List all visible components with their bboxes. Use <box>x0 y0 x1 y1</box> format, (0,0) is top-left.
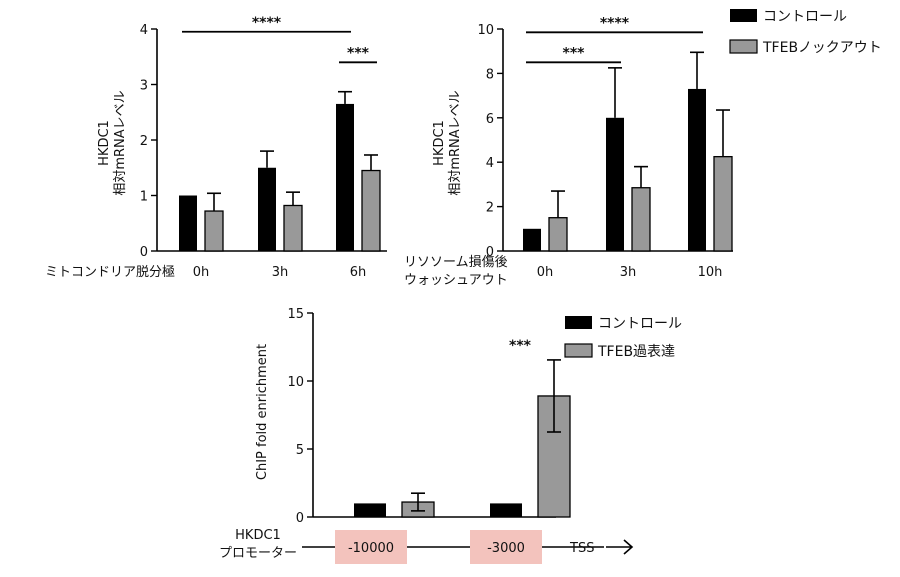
chartB-xlabel-line2: ウォッシュアウト <box>404 273 508 288</box>
chartB-y-tick-label: 0 <box>486 245 494 260</box>
region-label-3000: -3000 <box>487 541 525 556</box>
chart-chip-enrichment: 0 5 10 15 *** ChIP fold enrichment -10000 -… <box>219 307 634 564</box>
chartB-bars <box>523 51 733 252</box>
legend-top-swatch-control <box>730 9 757 22</box>
chartA-bar-s0-c0 <box>179 195 197 251</box>
chartA-x-axis: 0h 3h 6h <box>157 250 387 280</box>
chartA-sig-label: *** <box>347 45 370 61</box>
tss-arrow-icon <box>606 539 634 555</box>
chartB-sig-label: **** <box>600 15 630 31</box>
chartA-bar-s0-c1 <box>258 167 276 251</box>
chartB-bar-s1-c1 <box>631 187 651 252</box>
chartB-bar-s1-c0 <box>548 217 568 252</box>
tss-label: TSS <box>569 541 594 556</box>
chartB-x-tick-label: 0h <box>537 265 554 280</box>
chartB-x-axis: 0h 3h 10h <box>503 250 733 280</box>
chartB-x-tick-label: 10h <box>698 265 723 280</box>
chartA-bar-s1-c0 <box>204 210 224 252</box>
chartA-y-tick-label: 1 <box>140 190 148 205</box>
chartA-xlabel: ミトコンドリア脱分極 <box>45 264 175 280</box>
chartB-significance: ******* <box>526 15 703 64</box>
chartA-ylabel-line1: HKDC1 <box>97 120 112 166</box>
chartA-ylabel-line2: 相対mRNAレベル <box>113 90 128 195</box>
chartB-ylabel-line2: 相対mRNAレベル <box>448 90 463 195</box>
chartA-sig-label: **** <box>252 15 282 31</box>
promoter-label-line1: HKDC1 <box>235 528 281 543</box>
chartA-bars <box>179 90 381 252</box>
chartA-y-tick-label: 3 <box>140 79 148 94</box>
chartB-x-tick-label: 3h <box>620 265 637 280</box>
legend-bottom-label-treated: TFEB過表達 <box>597 344 675 360</box>
chartC-y-tick-label: 5 <box>296 443 304 458</box>
chartB-y-axis: 0 2 4 6 8 10 <box>477 23 504 260</box>
chartA-x-tick-label: 6h <box>350 265 367 280</box>
chartB-ylabel-line1: HKDC1 <box>432 120 447 166</box>
chartA-bar-s1-c1 <box>283 204 303 252</box>
chartB-y-tick-label: 2 <box>486 201 494 216</box>
chartC-y-tick-label: 0 <box>296 511 304 526</box>
chartA-y-tick-label: 2 <box>140 134 148 149</box>
region-label-10000: -10000 <box>348 541 394 556</box>
chartB-bar-s1-c2 <box>713 155 733 252</box>
chartC-bar-s0-c0 <box>354 503 386 517</box>
region-box-3000 <box>470 530 542 564</box>
legend-bottom: コントロール TFEB過表達 <box>564 316 682 360</box>
chartA-significance: ******* <box>182 15 377 64</box>
chartA-bar-s1-c2 <box>361 169 381 252</box>
chartB-sig-label: *** <box>563 45 586 61</box>
chartB-bar-s0-c1 <box>606 117 624 251</box>
chartA-y-tick-label: 0 <box>140 245 148 260</box>
chartB-y-tick-label: 10 <box>477 23 494 38</box>
chartA-y-axis: 0 1 2 3 4 <box>140 23 158 260</box>
legend-top-label-treated: TFEBノックアウト <box>762 40 882 56</box>
chartB-bar-s0-c2 <box>688 88 706 251</box>
chartC-y-tick-label: 10 <box>287 375 304 390</box>
chartB-y-tick-label: 6 <box>486 112 494 127</box>
chartC-bar-s0-c1 <box>490 503 522 517</box>
chartA-x-tick-label: 0h <box>193 265 210 280</box>
chartC-bars <box>354 359 571 518</box>
chartC-ylabel: ChIP fold enrichment <box>255 344 270 480</box>
chartC-sig-label: *** <box>509 338 532 354</box>
chartB-y-tick-label: 4 <box>486 156 494 171</box>
chartC-y-tick-label: 15 <box>287 307 304 322</box>
legend-bottom-label-control: コントロール <box>598 316 682 332</box>
chartC-significance: *** <box>509 338 532 354</box>
chartA-x-tick-label: 3h <box>272 265 289 280</box>
legend-top: コントロール TFEBノックアウト <box>729 9 882 56</box>
legend-bottom-swatch-control <box>565 316 592 329</box>
promoter-track: -10000 -3000 TSS HKDC1 プロモーター <box>219 528 634 564</box>
chartB-y-tick-label: 8 <box>486 67 494 82</box>
chartA-bar-s0-c2 <box>336 103 354 251</box>
promoter-label-line2: プロモーター <box>219 546 297 561</box>
chartA-y-tick-label: 4 <box>140 23 148 38</box>
chartB-xlabel-line1: リソソーム損傷後 <box>404 255 508 270</box>
region-box-10000 <box>335 530 407 564</box>
legend-top-swatch-treated <box>729 39 758 54</box>
legend-bottom-swatch-treated <box>564 343 593 358</box>
chartB-bar-s0-c0 <box>523 228 541 251</box>
legend-top-label-control: コントロール <box>763 9 847 25</box>
